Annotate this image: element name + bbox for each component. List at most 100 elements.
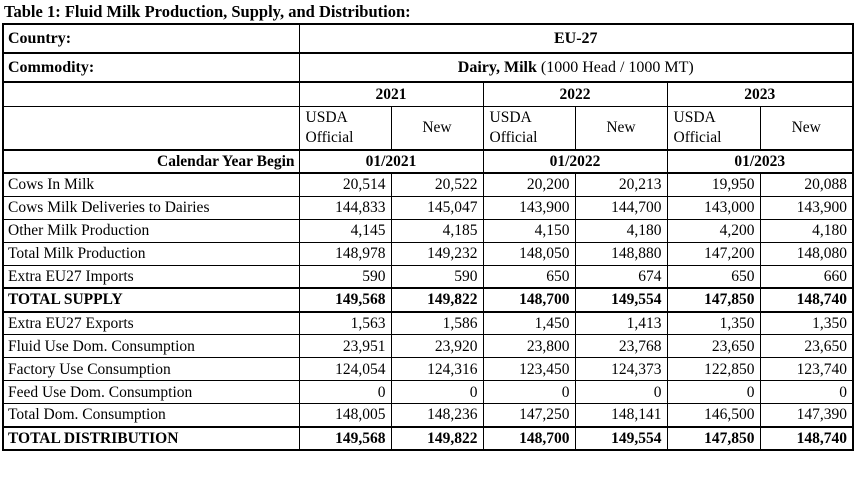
year-header-2021: 2021: [298, 81, 484, 107]
commodity-row: Commodity: Dairy, Milk (1000 Head / 1000…: [2, 52, 854, 83]
table-title: Table 1: Fluid Milk Production, Supply, …: [4, 2, 411, 21]
commodity-label: Commodity:: [2, 52, 300, 83]
value-cell: 148,141: [574, 403, 668, 428]
calendar-year-begin-row: Calendar Year Begin 01/2021 01/2022 01/2…: [2, 149, 854, 175]
value-cell: 0: [298, 380, 392, 405]
value-cell: 1,563: [298, 311, 392, 336]
value-cell: 23,768: [574, 334, 668, 359]
table-row: Cows Milk Deliveries to Dairies 144,833 …: [2, 195, 854, 220]
value-cell: 23,951: [298, 334, 392, 359]
total-distribution-row: TOTAL DISTRIBUTION 149,568 149,822 148,7…: [2, 425, 854, 451]
value-cell: 23,920: [390, 334, 484, 359]
value-cell: 123,740: [759, 357, 854, 382]
value-cell: 4,180: [574, 218, 668, 243]
value-cell: 149,822: [390, 425, 484, 451]
value-cell: 4,145: [298, 218, 392, 243]
row-label: TOTAL DISTRIBUTION: [2, 425, 300, 451]
column-header-row: USDA Official New USDA Official New USDA…: [2, 105, 854, 151]
value-cell: 148,080: [759, 241, 854, 266]
value-cell: 149,568: [298, 287, 392, 313]
col-header-new-2023: New: [759, 105, 854, 151]
year-header-2022: 2022: [482, 81, 668, 107]
value-cell: 23,650: [759, 334, 854, 359]
table-row: Extra EU27 Exports 1,563 1,586 1,450 1,4…: [2, 311, 854, 336]
row-label: Extra EU27 Exports: [2, 311, 300, 336]
row-label: TOTAL SUPPLY: [2, 287, 300, 313]
value-cell: 1,413: [574, 311, 668, 336]
table-row: Cows In Milk 20,514 20,522 20,200 20,213…: [2, 172, 854, 197]
value-cell: 148,740: [759, 425, 854, 451]
col-header-usda-official-2021: USDA Official: [298, 105, 392, 151]
value-cell: 1,586: [390, 311, 484, 336]
value-cell: 660: [759, 264, 854, 289]
value-cell: 148,236: [390, 403, 484, 428]
value-cell: 148,700: [482, 287, 576, 313]
value-cell: 148,740: [759, 287, 854, 313]
value-cell: 4,180: [759, 218, 854, 243]
value-cell: 148,005: [298, 403, 392, 428]
value-cell: 148,050: [482, 241, 576, 266]
empty-cell: [2, 81, 300, 107]
row-label: Total Dom. Consumption: [2, 403, 300, 428]
country-value: EU-27: [298, 23, 854, 54]
country-row: Country: EU-27: [2, 23, 854, 54]
value-cell: 147,250: [482, 403, 576, 428]
table-row: Other Milk Production 4,145 4,185 4,150 …: [2, 218, 854, 243]
value-cell: 124,054: [298, 357, 392, 382]
calendar-value-2021: 01/2021: [298, 149, 484, 175]
value-cell: 4,200: [666, 218, 761, 243]
value-cell: 674: [574, 264, 668, 289]
value-cell: 20,200: [482, 172, 576, 197]
row-label: Other Milk Production: [2, 218, 300, 243]
col-header-new-2022: New: [574, 105, 668, 151]
row-label: Total Milk Production: [2, 241, 300, 266]
commodity-units: (1000 Head / 1000 MT): [540, 58, 694, 76]
col-header-new-2021: New: [390, 105, 484, 151]
value-cell: 20,514: [298, 172, 392, 197]
country-label: Country:: [2, 23, 300, 54]
row-label: Cows In Milk: [2, 172, 300, 197]
value-cell: 149,822: [390, 287, 484, 313]
value-cell: 147,850: [666, 287, 761, 313]
year-header-row: 2021 2022 2023: [2, 81, 854, 107]
row-label: Feed Use Dom. Consumption: [2, 380, 300, 405]
value-cell: 144,833: [298, 195, 392, 220]
value-cell: 590: [298, 264, 392, 289]
table-row: Extra EU27 Imports 590 590 650 674 650 6…: [2, 264, 854, 289]
value-cell: 4,185: [390, 218, 484, 243]
col-header-usda-official-2022: USDA Official: [482, 105, 576, 151]
value-cell: 20,088: [759, 172, 854, 197]
psd-table: Country: EU-27 Commodity: Dairy, Milk (1…: [2, 23, 854, 452]
value-cell: 1,350: [666, 311, 761, 336]
value-cell: 1,350: [759, 311, 854, 336]
year-header-2023: 2023: [666, 81, 854, 107]
value-cell: 148,700: [482, 425, 576, 451]
table-row: Feed Use Dom. Consumption 0 0 0 0 0 0: [2, 380, 854, 405]
value-cell: 148,978: [298, 241, 392, 266]
value-cell: 124,316: [390, 357, 484, 382]
value-cell: 23,650: [666, 334, 761, 359]
value-cell: 147,200: [666, 241, 761, 266]
total-supply-row: TOTAL SUPPLY 149,568 149,822 148,700 149…: [2, 287, 854, 313]
value-cell: 650: [666, 264, 761, 289]
value-cell: 650: [482, 264, 576, 289]
value-cell: 143,900: [482, 195, 576, 220]
calendar-year-begin-label: Calendar Year Begin: [2, 149, 300, 175]
value-cell: 123,450: [482, 357, 576, 382]
value-cell: 0: [759, 380, 854, 405]
value-cell: 149,568: [298, 425, 392, 451]
empty-cell: [2, 105, 300, 151]
commodity-value: Dairy, Milk (1000 Head / 1000 MT): [298, 52, 854, 83]
value-cell: 144,700: [574, 195, 668, 220]
value-cell: 149,554: [574, 287, 668, 313]
table-row: Total Dom. Consumption 148,005 148,236 1…: [2, 403, 854, 428]
value-cell: 590: [390, 264, 484, 289]
value-cell: 143,000: [666, 195, 761, 220]
row-label: Cows Milk Deliveries to Dairies: [2, 195, 300, 220]
calendar-value-2023: 01/2023: [666, 149, 854, 175]
row-label: Fluid Use Dom. Consumption: [2, 334, 300, 359]
table-row: Total Milk Production 148,978 149,232 14…: [2, 241, 854, 266]
value-cell: 122,850: [666, 357, 761, 382]
row-label: Factory Use Consumption: [2, 357, 300, 382]
value-cell: 19,950: [666, 172, 761, 197]
